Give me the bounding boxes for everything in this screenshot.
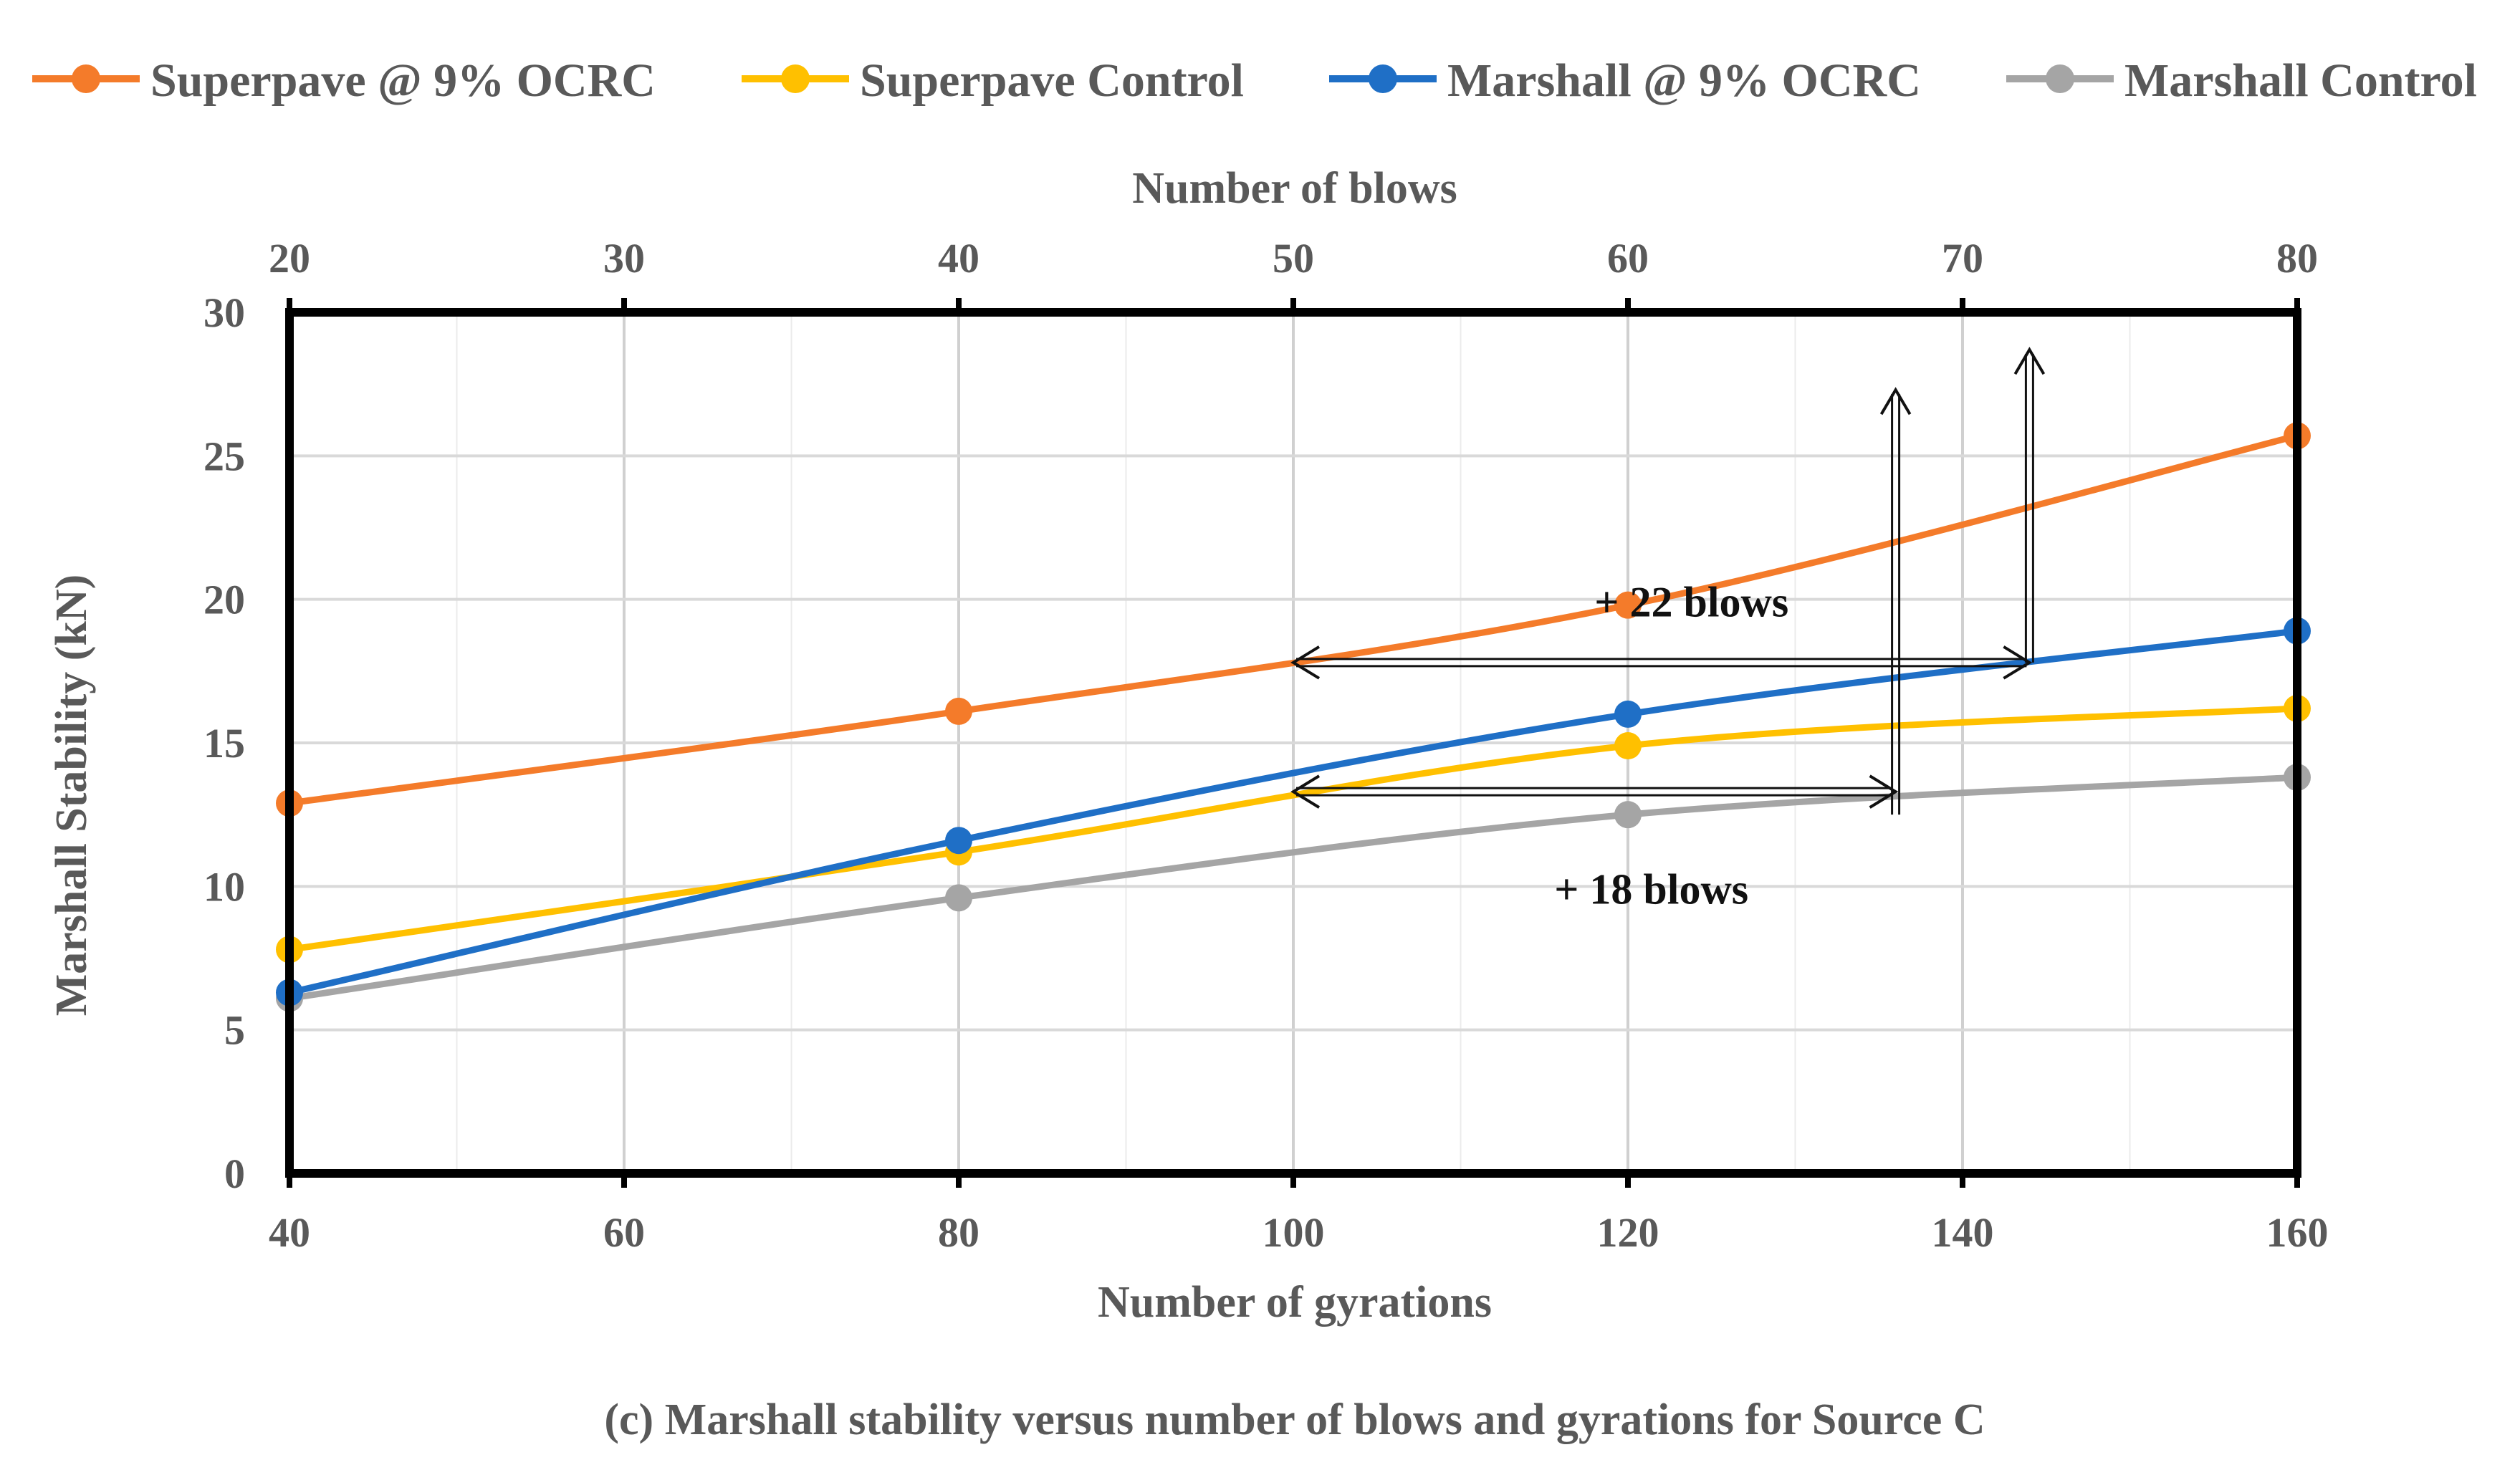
x-tick-label: 160 bbox=[2266, 1209, 2329, 1256]
x-tick-label: 140 bbox=[1932, 1209, 1994, 1256]
data-point-marshall-9-ocrc bbox=[1614, 700, 1642, 728]
series-line-marshall-control bbox=[286, 774, 2301, 1002]
annotation-arrowhead-up bbox=[1879, 387, 1912, 415]
legend-item-marshall-control: Marshall Control bbox=[2006, 54, 2477, 107]
annotation-arrowhead-up bbox=[2013, 347, 2046, 375]
y-axis-title: Marshall Stability (kN) bbox=[47, 575, 96, 1017]
x-tick-label: 60 bbox=[603, 1209, 645, 1256]
series-line-superpave-9-ocrc bbox=[286, 432, 2301, 807]
legend-label: Superpave @ 9% OCRC bbox=[150, 54, 656, 107]
y-tick-label: 10 bbox=[203, 863, 245, 910]
legend: Superpave @ 9% OCRC Superpave Control Mars… bbox=[32, 54, 2477, 107]
data-point-superpave-9-ocrc bbox=[1614, 591, 1642, 619]
data-point-marshall-control bbox=[945, 884, 972, 912]
figure-caption: (c) Marshall stability versus number of … bbox=[604, 1395, 1985, 1444]
series-line-superpave-control bbox=[286, 705, 2301, 953]
annotation-1: + 22 blows bbox=[1290, 347, 2046, 680]
legend-marker bbox=[2046, 64, 2074, 93]
top-tick-label: 50 bbox=[1273, 235, 1314, 282]
legend-label: Marshall Control bbox=[2124, 54, 2477, 107]
x-tick-label: 40 bbox=[269, 1209, 310, 1256]
legend-marker bbox=[72, 64, 100, 93]
legend-label: Marshall @ 9% OCRC bbox=[1447, 54, 1921, 107]
top-tick-label: 40 bbox=[938, 235, 979, 282]
annotation-arrowhead-right bbox=[1869, 774, 1899, 809]
legend-item-marshall-9-ocrc: Marshall @ 9% OCRC bbox=[1329, 54, 1921, 107]
legend-item-superpave-control: Superpave Control bbox=[742, 54, 1244, 107]
y-tick-label: 5 bbox=[224, 1007, 245, 1054]
y-tick-label: 20 bbox=[203, 577, 245, 623]
data-point-marshall-9-ocrc bbox=[945, 827, 972, 855]
legend-item-superpave-9-ocrc: Superpave @ 9% OCRC bbox=[32, 54, 656, 107]
data-point-superpave-9-ocrc bbox=[945, 697, 972, 725]
annotation-arrowhead-left bbox=[1290, 645, 1321, 680]
legend-label: Superpave Control bbox=[860, 54, 1244, 107]
annotation-label: + 22 blows bbox=[1594, 579, 1788, 626]
data-point-superpave-control bbox=[1614, 732, 1642, 760]
annotations: + 22 blows + 18 blows bbox=[1290, 347, 2046, 913]
y-tick-label: 25 bbox=[203, 433, 245, 479]
annotation-arrowhead-right bbox=[2003, 645, 2033, 680]
annotation-arrowhead-left bbox=[1290, 774, 1321, 809]
series-line-marshall-9-ocrc bbox=[286, 628, 2301, 996]
data-point-marshall-control bbox=[1614, 801, 1642, 829]
x-tick-label: 100 bbox=[1263, 1209, 1325, 1256]
top-tick-label: 60 bbox=[1607, 235, 1649, 282]
top-tick-label: 20 bbox=[269, 235, 310, 282]
y-axis-ticks: 0 5 10 15 20 25 30 bbox=[203, 289, 245, 1197]
top-tick-label: 30 bbox=[603, 235, 645, 282]
y-tick-label: 0 bbox=[224, 1150, 245, 1197]
x-tick-label: 80 bbox=[938, 1209, 979, 1256]
gridlines bbox=[289, 312, 2297, 1173]
top-tick-label: 80 bbox=[2276, 235, 2318, 282]
legend-marker bbox=[781, 64, 810, 93]
annotation-2: + 18 blows bbox=[1290, 387, 1912, 913]
top-axis-ticks: 20 30 40 50 60 70 80 bbox=[269, 235, 2318, 312]
annotation-label: + 18 blows bbox=[1554, 865, 1748, 913]
top-axis-title: Number of blows bbox=[1132, 164, 1457, 213]
top-tick-label: 70 bbox=[1942, 235, 1983, 282]
x-tick-label: 120 bbox=[1597, 1209, 1659, 1256]
legend-marker bbox=[1369, 64, 1397, 93]
x-axis-ticks: 40 60 80 100 120 140 160 bbox=[269, 1173, 2329, 1256]
y-tick-label: 15 bbox=[203, 720, 245, 767]
x-axis-title: Number of gyrations bbox=[1098, 1278, 1492, 1327]
y-tick-label: 30 bbox=[203, 289, 245, 336]
